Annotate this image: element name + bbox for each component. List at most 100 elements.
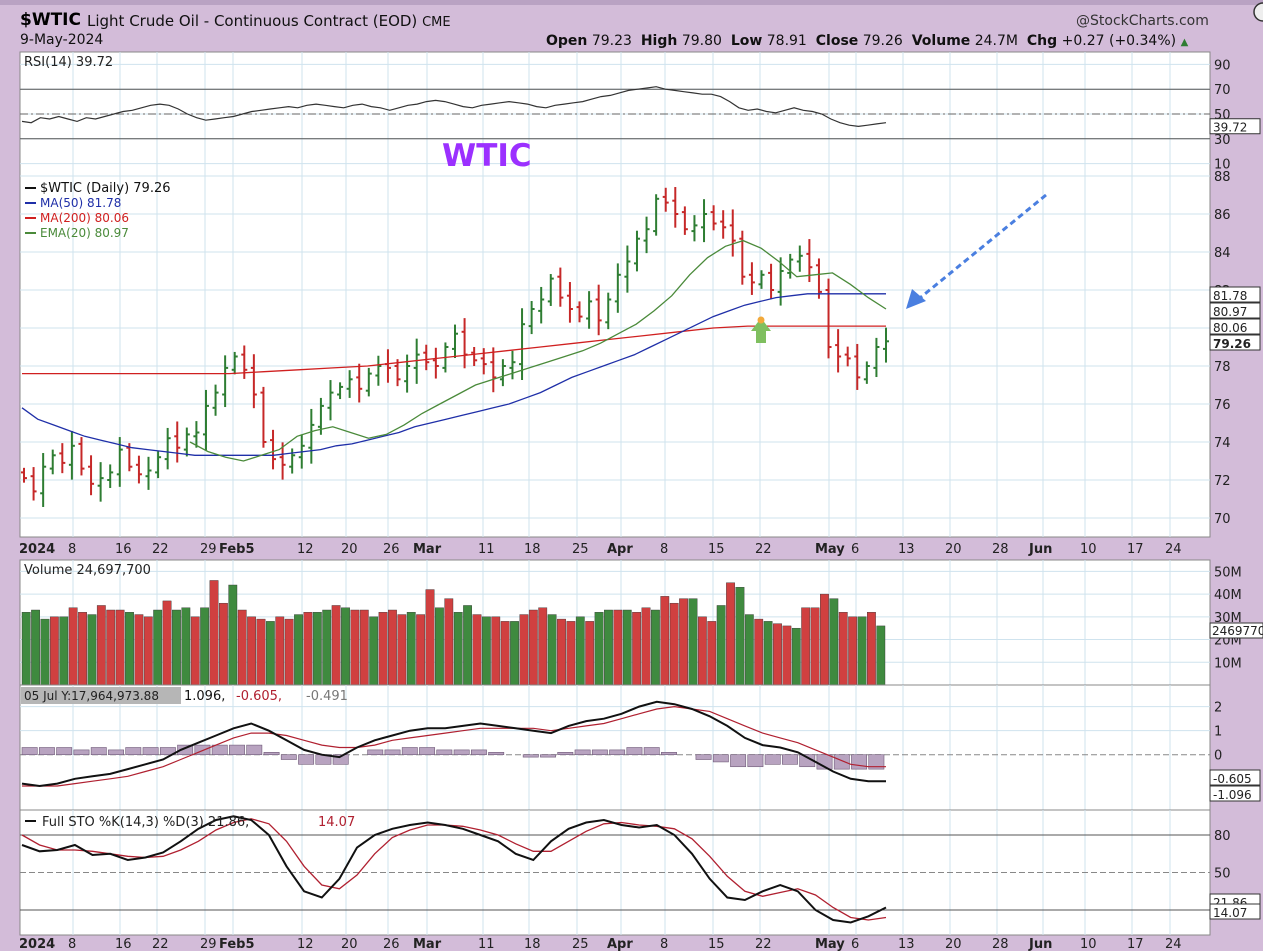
volume-bar	[660, 596, 670, 686]
volume-bar	[791, 627, 801, 686]
bottom-date-tick-label: 6	[851, 937, 859, 951]
up-triangle-icon: ▲	[1180, 37, 1189, 48]
macd-histogram-bar	[263, 752, 280, 756]
macd-histogram-bar	[747, 754, 764, 768]
volume-bar	[444, 598, 454, 686]
macd-histogram-bar	[453, 749, 470, 756]
volume-legend: Volume 24,697,700	[24, 563, 151, 578]
volume-bar	[172, 609, 181, 686]
volume-bar	[134, 614, 144, 686]
date-tick-label: 12	[297, 542, 314, 557]
macd-histogram-bar	[332, 754, 349, 765]
volume-bar	[510, 621, 519, 686]
sto-d-line	[21, 818, 887, 921]
volume-bar	[275, 616, 285, 686]
price-tick-label: 76	[1214, 398, 1231, 413]
high-value: 79.80	[681, 33, 722, 49]
ema20-last-value-box	[1209, 302, 1261, 319]
volume-bar	[726, 582, 735, 686]
macd-histogram-bar	[108, 749, 124, 756]
volume-bar	[632, 612, 642, 686]
sto-k-line	[21, 815, 887, 924]
macd-tooltip: 05 Jul Y:17,964,973.88	[24, 689, 159, 703]
macd-histogram-bar	[142, 747, 159, 756]
date-tick-label: Jun	[1028, 542, 1052, 557]
macd-histogram-bar	[488, 752, 505, 756]
volume-bar	[331, 605, 341, 686]
volume-bar	[453, 612, 463, 686]
bottom-date-tick-label: 17	[1127, 937, 1144, 951]
bottom-date-tick-label: 11	[478, 937, 495, 951]
sto-tick-label: 80	[1214, 829, 1231, 844]
high-label: High	[640, 33, 678, 49]
volume-bar	[472, 614, 482, 686]
volume-bar	[697, 616, 707, 686]
volume-bar	[829, 598, 839, 686]
symbol-title: $WTIC	[20, 10, 81, 30]
bottom-date-tick-label: 26	[383, 937, 400, 951]
bottom-date-tick-label: Jun	[1028, 937, 1052, 951]
rsi-legend: RSI(14) 39.72	[24, 55, 113, 70]
volume-bar	[528, 609, 538, 686]
ma200-last-value: 80.06	[1213, 321, 1247, 335]
macd-histogram-bar	[712, 754, 729, 763]
date-tick-label: 6	[851, 542, 859, 557]
bottom-date-tick-label: 8	[660, 937, 668, 951]
date-tick-label: May	[815, 542, 845, 557]
open-value: 79.23	[591, 33, 632, 49]
volume-bar	[115, 609, 125, 686]
macd-histogram-bar	[540, 754, 556, 758]
macd-last-value-box	[1209, 785, 1261, 802]
date-tick-label: 22	[152, 542, 169, 557]
bottom-date-tick-label: 20	[945, 937, 962, 951]
macd-tooltip-bg	[21, 687, 181, 704]
volume-bar	[68, 607, 78, 686]
macd-histogram-bar	[661, 752, 677, 756]
green-up-arrow-icon	[751, 318, 771, 343]
macd-signal-last-value-box	[1209, 769, 1261, 786]
macd-histogram-bar	[436, 749, 453, 756]
stockcharts-logo[interactable]: @StockCharts.com	[1076, 13, 1209, 29]
volume-bar	[359, 609, 369, 686]
date-tick-label: 18	[524, 542, 541, 557]
volume-bar	[679, 598, 688, 686]
volume-bar	[820, 593, 829, 686]
bottom-date-tick-label: Mar	[413, 937, 442, 951]
bottom-date-tick-label: 29	[200, 937, 217, 951]
price-tick-label: 88	[1214, 170, 1231, 185]
date-tick-label: 11	[478, 542, 495, 557]
close-label: Close	[815, 33, 859, 49]
volume-bar	[763, 621, 773, 686]
arrow-head-icon	[906, 289, 926, 309]
ma50-last-value-box	[1209, 286, 1261, 303]
macd-histogram-bar	[626, 747, 643, 756]
volume-bar	[557, 618, 566, 686]
volume-bar	[388, 609, 397, 686]
volume-bar	[425, 589, 435, 686]
close-last-value: 79.26	[1213, 337, 1251, 351]
macd-legend-2: -0.605,	[236, 689, 282, 704]
date-tick-label: 8	[68, 542, 76, 557]
close-last-value-box	[1209, 334, 1261, 351]
symbol-description: Light Crude Oil - Continuous Contract (E…	[87, 12, 451, 30]
date-tick-label: 2024	[19, 542, 55, 557]
volume-bar	[585, 621, 595, 686]
macd-histogram-bar	[229, 744, 245, 756]
bottom-date-tick-label: 20	[341, 937, 358, 951]
macd-signal-line	[22, 705, 886, 787]
rsi-tick-label: 30	[1214, 133, 1231, 148]
volume-bar	[312, 612, 322, 686]
low-value: 78.91	[766, 33, 807, 49]
bottom-date-tick-label: 28	[992, 937, 1009, 951]
close-value: 79.26	[862, 33, 903, 49]
macd-histogram-bar	[868, 754, 885, 770]
description-text: Light Crude Oil - Continuous Contract (E…	[87, 12, 418, 30]
date-tick-label: 25	[572, 542, 589, 557]
volume-bar	[59, 616, 69, 686]
bottom-date-tick-label: May	[815, 937, 845, 951]
volume-tick-label: 30M	[1214, 611, 1242, 626]
volume-bar	[867, 612, 876, 686]
volume-bar	[21, 612, 31, 686]
macd-histogram-bar	[557, 752, 574, 756]
macd-histogram-bar	[643, 747, 660, 756]
